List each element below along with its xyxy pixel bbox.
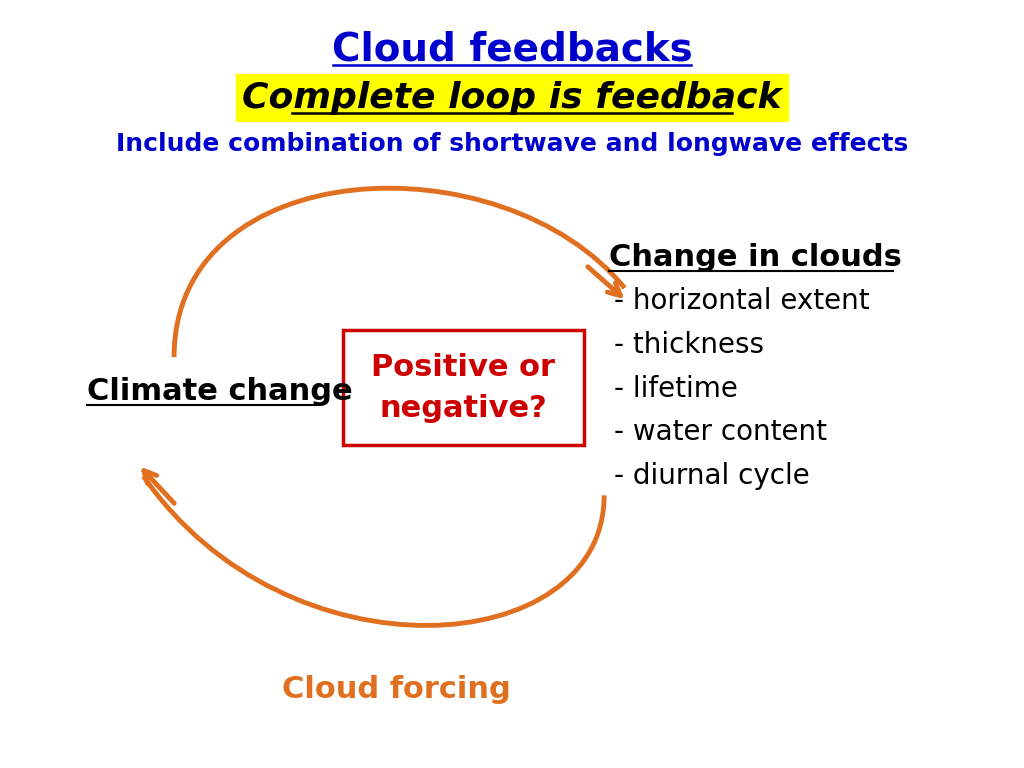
Text: Cloud feedbacks: Cloud feedbacks: [332, 31, 692, 69]
Text: Include combination of shortwave and longwave effects: Include combination of shortwave and lon…: [116, 131, 908, 156]
Text: Climate change: Climate change: [87, 377, 352, 406]
Text: Cloud forcing: Cloud forcing: [282, 675, 510, 704]
Text: - diurnal cycle: - diurnal cycle: [614, 462, 810, 490]
Text: Positive or
negative?: Positive or negative?: [372, 353, 555, 422]
Text: - horizontal extent: - horizontal extent: [614, 287, 870, 315]
Text: - thickness: - thickness: [614, 331, 764, 359]
Text: - water content: - water content: [614, 419, 827, 446]
Text: Change in clouds: Change in clouds: [609, 243, 902, 272]
Text: Complete loop is feedback: Complete loop is feedback: [243, 81, 781, 114]
Text: - lifetime: - lifetime: [614, 375, 738, 402]
FancyBboxPatch shape: [343, 330, 584, 445]
